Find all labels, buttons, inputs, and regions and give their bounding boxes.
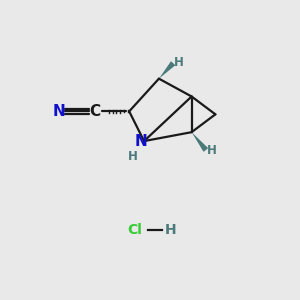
Text: H: H — [207, 144, 217, 157]
Text: Cl: Cl — [128, 223, 142, 237]
Text: C: C — [89, 104, 100, 119]
Polygon shape — [159, 61, 175, 79]
Text: N: N — [135, 134, 148, 148]
Polygon shape — [192, 132, 208, 152]
Text: H: H — [174, 56, 184, 69]
Text: H: H — [128, 150, 138, 163]
Text: H: H — [164, 223, 176, 237]
Text: N: N — [53, 104, 66, 119]
